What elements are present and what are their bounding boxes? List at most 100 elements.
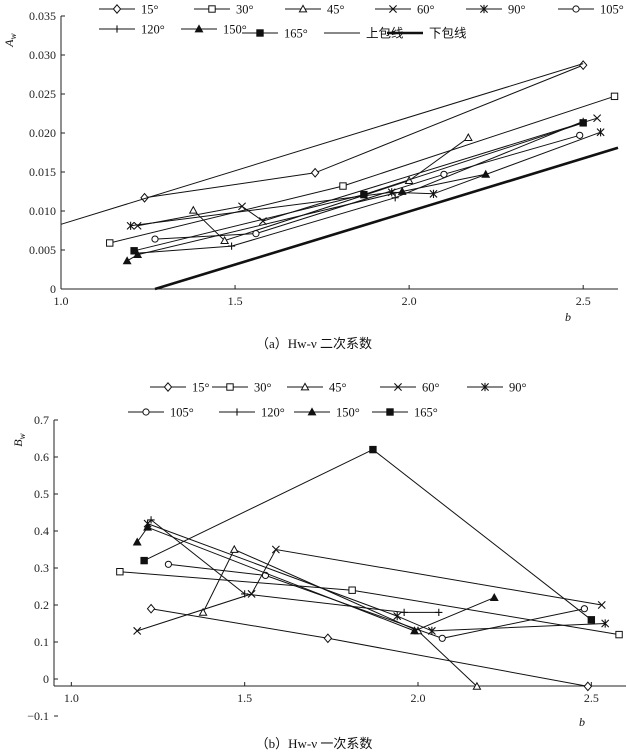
data-point	[310, 167, 320, 178]
data-point	[238, 202, 247, 211]
legend-label: 90°	[509, 381, 527, 395]
legend-label: 上包线	[366, 27, 404, 41]
legend-sample-marker	[572, 5, 580, 13]
data-point	[393, 612, 402, 621]
data-point	[140, 556, 148, 565]
legend-sample-marker	[481, 382, 489, 392]
data-point	[435, 608, 443, 616]
data-point	[126, 221, 135, 230]
series-line	[60, 63, 584, 225]
x-tick-label: 2.5	[576, 294, 591, 308]
y-tick-label: 0.015	[29, 165, 56, 179]
y-tick-label: 0.030	[29, 48, 56, 62]
data-point	[133, 626, 142, 635]
x-tick-label: 1.5	[237, 691, 252, 705]
series-165°	[140, 445, 596, 624]
legend-sample-marker	[256, 29, 264, 37]
x-tick-label: 2.0	[402, 294, 417, 308]
legend-sample-marker	[300, 382, 310, 391]
data-point	[348, 586, 356, 594]
series-45°	[198, 544, 482, 690]
series-line	[133, 122, 584, 252]
legend-label: 60°	[422, 381, 440, 395]
data-point	[400, 608, 408, 616]
data-point	[198, 607, 208, 616]
legend-sample-marker	[386, 408, 394, 416]
x-tick-label: 2.0	[411, 691, 426, 705]
y-tick-label: 0.005	[29, 243, 56, 257]
legend-label: 150°	[336, 406, 360, 420]
data-point	[472, 681, 482, 690]
data-point	[596, 128, 605, 137]
legend-sample-marker	[142, 408, 150, 416]
x-tick-label: 1.0	[54, 294, 69, 308]
data-point	[241, 590, 249, 598]
series-line	[136, 526, 495, 632]
y-tick-label: 0.3	[34, 561, 49, 575]
data-point	[227, 242, 236, 250]
data-point	[360, 190, 368, 199]
data-point	[463, 133, 473, 142]
data-point	[147, 516, 155, 524]
data-point	[140, 192, 149, 203]
legend-label: 下包线	[429, 27, 467, 41]
data-point	[106, 239, 114, 247]
series-15°	[140, 60, 588, 203]
data-point	[580, 605, 589, 613]
series-下包线	[154, 146, 619, 291]
data-point	[410, 626, 419, 635]
legend-sample-marker	[307, 407, 317, 416]
x-tick-label: 2.5	[584, 691, 599, 705]
series-line	[137, 120, 584, 254]
y-tick-label: 0.025	[29, 87, 56, 101]
chart-0: 0 0.005 0.010 0.015 0.020 0.025 0.030 0.035 1.0 1…	[2, 3, 624, 352]
data-point	[369, 445, 377, 454]
y-tick-label: 0.035	[29, 9, 56, 23]
y-tick-label: 0.6	[34, 450, 49, 464]
y-tick-label: 0.1	[34, 635, 49, 649]
legend-sample-marker	[194, 24, 204, 33]
y-tick-label: 0.010	[29, 204, 56, 218]
x-axis-label: b	[579, 715, 585, 729]
data-point	[143, 522, 153, 531]
legend-label: 105°	[170, 406, 194, 420]
legend-sample-marker	[480, 4, 488, 14]
data-point	[146, 603, 156, 614]
legend-label: 15°	[141, 3, 159, 17]
data-point	[164, 560, 172, 568]
chart-caption: （a）Hw-ν 二次系数	[256, 336, 372, 351]
legend-label: 30°	[236, 3, 254, 17]
x-axis-label: b	[565, 310, 571, 324]
series-line	[137, 548, 602, 632]
data-point	[578, 60, 588, 71]
series-line	[192, 137, 469, 242]
x-tick-label: 1.5	[228, 294, 243, 308]
data-point	[438, 634, 446, 642]
data-point	[133, 221, 142, 230]
series-line	[109, 95, 615, 244]
y-tick-label: 0.7	[34, 413, 49, 427]
series-line	[150, 519, 439, 613]
legend-label: 15°	[192, 381, 210, 395]
data-point	[252, 230, 260, 238]
legend-label: 45°	[327, 3, 345, 17]
data-point	[323, 633, 333, 644]
data-point	[597, 601, 606, 609]
data-point	[122, 256, 132, 265]
y-tick-label: 0	[50, 282, 56, 296]
series-line	[119, 571, 620, 636]
y-tick-label: 0.4	[34, 524, 49, 538]
legend-sample-marker	[389, 5, 397, 13]
data-point	[481, 169, 491, 178]
legend-label: 60°	[417, 3, 435, 17]
legend-label: 165°	[414, 406, 438, 420]
series-150°	[132, 522, 499, 635]
legend-sample-marker	[298, 4, 308, 13]
x-tick-label: 1.0	[64, 691, 79, 705]
series-line	[151, 608, 588, 687]
data-point	[391, 194, 399, 202]
series-line	[143, 449, 592, 621]
data-point	[583, 681, 593, 692]
y-tick-label: 0.2	[34, 598, 49, 612]
y-tick-label: −0.1	[27, 709, 49, 723]
